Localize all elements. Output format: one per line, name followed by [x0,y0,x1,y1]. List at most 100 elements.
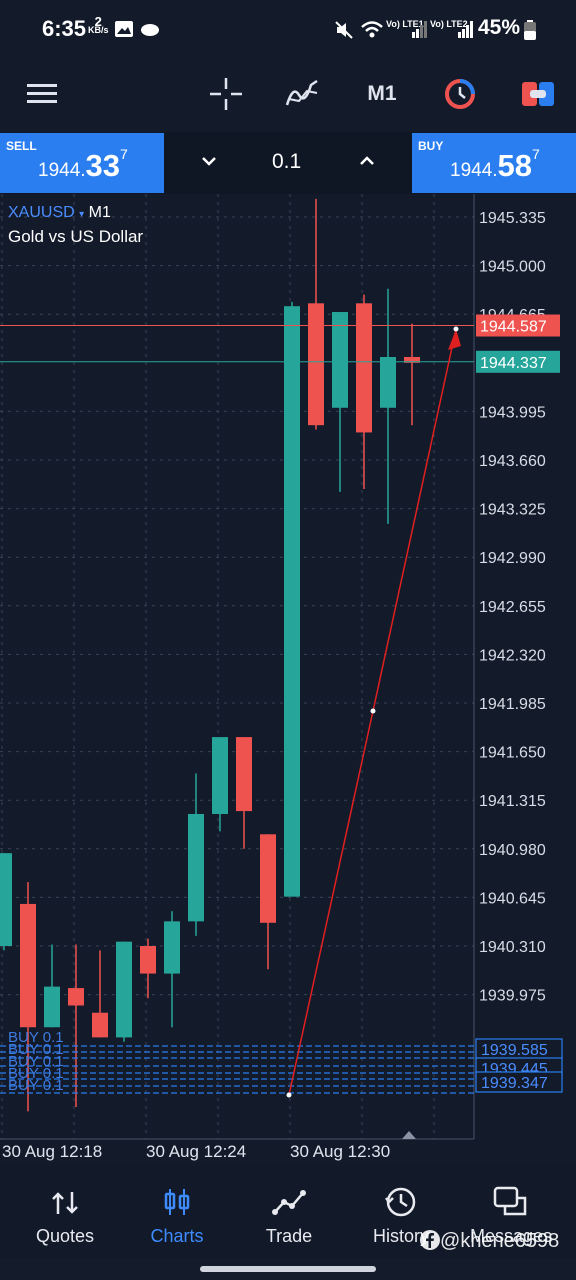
order-price-tag [475,1071,563,1093]
y-tick-label: 1942.990 [479,550,546,567]
scroll-indicator [402,1131,416,1139]
crosshair-icon [210,78,242,110]
candlestick-chart[interactable]: 1945.3351945.0001944.6651943.9951943.660… [0,194,576,1166]
buy-price: 1944.587 [450,146,540,183]
status-time: 6:35 [42,16,87,41]
candle-body [260,834,276,923]
nav-charts[interactable]: Charts [122,1180,232,1246]
sell-button[interactable]: SELL 1944.337 [0,133,164,193]
timeframe-button[interactable]: M1 [367,82,397,105]
order-label: BUY 0.1 [8,1065,64,1082]
candle-body [332,312,348,408]
buy-label: BUY [418,139,444,153]
menu-icon [27,84,57,103]
trade-panel-button[interactable] [516,70,560,118]
lot-increase-button[interactable] [356,150,378,172]
y-tick-label: 1941.650 [479,745,546,762]
candle-body [116,941,132,1038]
order-label: BUY 0.1 [8,1041,64,1058]
bid-price-label: 1944.337 [480,355,547,372]
signal1-icon [412,21,427,38]
nav-messages[interactable]: Messages [456,1180,566,1246]
y-tick-label: 1939.975 [479,988,546,1005]
lte2-indicator: Vo) LTE2 [430,19,468,29]
messages-icon [493,1186,527,1216]
x-tick-label: 30 Aug 12:18 [2,1142,102,1161]
candle-body [236,737,252,812]
sell-price: 1944.337 [38,146,128,183]
candle-body [380,356,396,408]
arrow-anchor [453,326,459,332]
candle-body [188,813,204,922]
sell-label: SELL [6,139,37,153]
quotes-icon [52,1192,78,1214]
y-tick-label: 1942.320 [479,647,546,664]
y-tick-label: 1943.325 [479,502,546,519]
symbol-description: Gold vs US Dollar [8,227,144,246]
trade-panel-icon [522,82,554,106]
nav-history[interactable]: History [346,1180,456,1246]
candle-body [20,903,36,1028]
y-tick-label: 1941.315 [479,793,546,810]
menu-button[interactable] [22,70,62,118]
nav-quotes[interactable]: Quotes [10,1180,120,1246]
y-tick-label: 1940.310 [479,939,546,956]
price-chart[interactable]: 1945.3351945.0001944.6651943.9951943.660… [0,194,576,1166]
crosshair-button[interactable] [206,70,246,118]
y-tick-label: 1941.985 [479,696,546,713]
cloud-icon [141,24,159,36]
y-tick-label: 1940.645 [479,890,546,907]
one-click-trading-button[interactable] [438,70,482,118]
candle-body [404,356,420,363]
charts-icon [164,1189,190,1215]
gallery-icon [115,21,133,37]
candle-body [284,306,300,897]
lot-size[interactable]: 0.1 [272,150,302,173]
facebook-icon [420,1230,440,1250]
order-label: BUY 0.1 [8,1029,64,1046]
arrow-anchor [370,708,376,714]
candle-body [68,988,84,1006]
y-tick-label: 1942.655 [479,599,546,616]
candle-body [92,1012,108,1038]
order-price-label: 1939.585 [481,1042,548,1059]
home-indicator [200,1266,376,1272]
candle-body [212,737,228,814]
watermark: @khene6598 [420,1230,559,1253]
x-tick-label: 30 Aug 12:30 [290,1142,390,1161]
candle-body [0,853,12,946]
y-tick-label: 1945.000 [479,259,546,276]
ask-price-label: 1944.587 [480,319,547,336]
bottom-navigation [0,1166,576,1258]
candle-body [164,921,180,974]
one-click-trading-icon [445,79,475,109]
mute-icon [335,21,353,39]
indicators-button[interactable] [282,70,322,118]
trade-icon [272,1190,306,1215]
y-tick-label: 1945.335 [479,210,546,227]
candle-body [44,986,60,1028]
network-speed: 2 KB/s [88,14,109,35]
candle-body [308,303,324,426]
chart-toolbar: M1 [0,58,576,132]
order-label: BUY 0.1 [8,1077,64,1094]
y-tick-label: 1940.980 [479,842,546,859]
ask-price-tag [476,314,560,337]
x-tick-label: 30 Aug 12:24 [146,1142,246,1161]
nav-trade[interactable]: Trade [234,1180,344,1246]
buy-button[interactable]: BUY 1944.587 [412,133,576,193]
lot-decrease-button[interactable] [198,150,220,172]
bid-price-tag [476,350,560,373]
candle-body [140,946,156,974]
battery-level: 45% [478,16,521,39]
candle-body [356,303,372,433]
y-tick-label: 1943.995 [479,404,546,421]
symbol-selector[interactable]: XAUUSD ▾ M1 [8,204,111,221]
arrow-anchor [286,1092,292,1098]
arrow-head [448,329,461,350]
signal2-icon [458,21,473,38]
y-tick-label: 1943.660 [479,453,546,470]
history-icon [385,1187,416,1217]
wifi-icon [361,21,383,38]
order-label: BUY 0.1 [8,1053,64,1070]
